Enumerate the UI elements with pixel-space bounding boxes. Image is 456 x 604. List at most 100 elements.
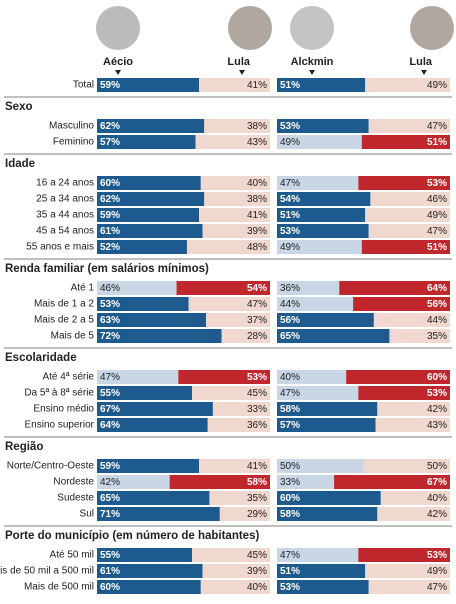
value-label: 35% [427, 331, 447, 342]
value-label: 49% [427, 566, 447, 577]
bar-segment [97, 176, 201, 190]
bar-segment [277, 491, 381, 505]
value-label: 64% [427, 283, 447, 294]
bar-segment [373, 313, 450, 327]
value-label: 53% [280, 121, 300, 132]
value-label: 53% [100, 299, 120, 310]
bar-segment [377, 507, 450, 521]
row-label: Feminino [53, 137, 95, 148]
value-label: 29% [247, 509, 267, 520]
value-label: 40% [427, 493, 447, 504]
row-label: Até 50 mil [50, 550, 94, 561]
value-label: 41% [247, 80, 267, 91]
bar-segment [365, 78, 450, 92]
value-label: 53% [280, 582, 300, 593]
bar-segment [277, 370, 347, 384]
section-title: Renda familiar (em salários mínimos) [5, 263, 209, 275]
bar-segment [277, 459, 364, 473]
bar-segment [188, 297, 270, 311]
bar-segment [97, 78, 200, 92]
row-label: Total [73, 80, 94, 91]
row-label: Mais de 5 [51, 331, 95, 342]
value-label: 55% [100, 550, 120, 561]
row-label: Mais de 50 mil a 500 mil [0, 566, 94, 577]
bar-segment [204, 192, 270, 206]
bar-segment [368, 224, 450, 238]
value-label: 60% [100, 178, 120, 189]
marker [421, 70, 427, 75]
value-label: 35% [247, 493, 267, 504]
bar-segment [334, 475, 450, 489]
value-label: 41% [247, 210, 267, 221]
row-label: Ensino superior [25, 420, 95, 431]
value-label: 52% [100, 242, 120, 253]
row-label: Nordeste [53, 477, 94, 488]
bar-segment [207, 418, 270, 432]
row-label: 25 a 34 anos [36, 194, 94, 205]
bar-segment [363, 459, 450, 473]
value-label: 40% [247, 582, 267, 593]
value-label: 39% [247, 566, 267, 577]
bar-segment [353, 297, 450, 311]
bar-segment [97, 459, 200, 473]
bar-segment [358, 176, 450, 190]
bar-segment [97, 119, 205, 133]
bar-segment [195, 135, 270, 149]
bar-segment [277, 240, 362, 254]
bar-segment [277, 78, 366, 92]
value-label: 33% [280, 477, 300, 488]
section-title: Porte do município (em número de habitan… [5, 530, 259, 542]
value-label: 42% [100, 477, 120, 488]
bar-segment [199, 459, 270, 473]
value-label: 53% [427, 550, 447, 561]
value-label: 47% [280, 550, 300, 561]
value-label: 56% [280, 315, 300, 326]
value-label: 44% [280, 299, 300, 310]
photo [228, 6, 272, 50]
value-label: 55% [100, 388, 120, 399]
value-label: 40% [247, 178, 267, 189]
value-label: 71% [100, 509, 120, 520]
photo [410, 6, 454, 50]
bar-segment [277, 224, 369, 238]
value-label: 28% [247, 331, 267, 342]
bar-segment [199, 78, 270, 92]
bar-segment [339, 281, 450, 295]
bar-segment [97, 135, 196, 149]
value-label: 40% [280, 372, 300, 383]
value-label: 38% [247, 121, 267, 132]
value-label: 54% [280, 194, 300, 205]
bar-segment [361, 240, 450, 254]
bar-segment [186, 240, 270, 254]
value-label: 54% [247, 283, 267, 294]
value-label: 51% [280, 210, 300, 221]
value-label: 49% [280, 242, 300, 253]
candidate-name: Aécio [103, 56, 133, 68]
bar-segment [358, 548, 450, 562]
section-title: Região [5, 441, 43, 453]
bar-segment [202, 224, 270, 238]
value-label: 44% [427, 315, 447, 326]
value-label: 36% [247, 420, 267, 431]
bar-segment [370, 192, 450, 206]
value-label: 43% [247, 137, 267, 148]
value-label: 58% [280, 509, 300, 520]
value-label: 59% [100, 80, 120, 91]
bar-segment [375, 418, 450, 432]
value-label: 46% [100, 283, 120, 294]
bar-segment [277, 548, 359, 562]
value-label: 72% [100, 331, 120, 342]
row-label: Mais de 1 a 2 [34, 299, 94, 310]
value-label: 62% [100, 121, 120, 132]
bar-segment [380, 491, 450, 505]
bar-segment [277, 313, 374, 327]
value-label: 51% [427, 137, 447, 148]
candidate-name: Lula [409, 56, 432, 68]
photos [96, 6, 454, 50]
value-label: 42% [427, 509, 447, 520]
value-label: 50% [280, 461, 300, 472]
value-label: 53% [427, 178, 447, 189]
value-label: 60% [280, 493, 300, 504]
bar-segment [368, 580, 450, 594]
